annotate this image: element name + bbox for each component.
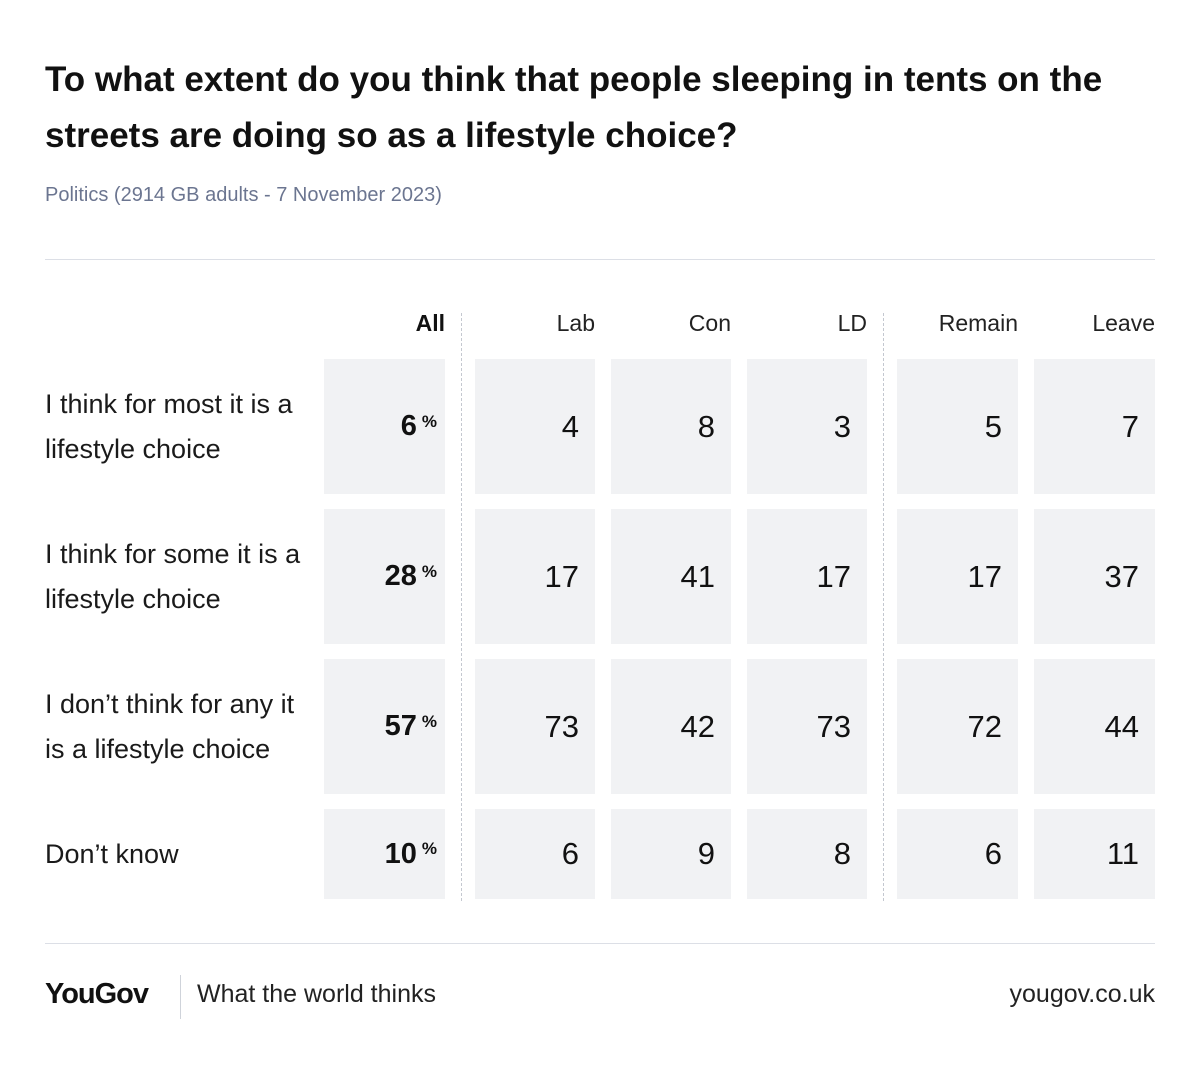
site-url: yougov.co.uk [1009,980,1155,1008]
table-cell-leave: 11 [1034,809,1155,899]
table-cell-all: 28% [324,509,445,644]
chart-title: To what extent do you think that people … [45,60,1103,155]
cell-value: 17 [967,558,1002,594]
column-header-remain: Remain [938,310,1018,336]
cell-value: 6 [984,836,1002,871]
row-label: I don’t think for any it is a lifestyle … [45,688,295,764]
cell-value: 8 [697,408,715,444]
table-cell-con: 41 [611,509,731,644]
cell-value: 6 [400,410,417,442]
cell-value: 57 [384,710,417,742]
table-cell-leave: 44 [1034,659,1155,794]
percent-sign: % [421,411,437,431]
table-cell-remain: 5 [897,359,1018,494]
tagline: What the world thinks [197,980,436,1008]
cell-value: 41 [680,558,715,594]
cell-value: 6 [561,836,579,871]
cell-value: 17 [544,558,579,594]
table-cell-ld: 17 [747,509,867,644]
table-cell-con: 9 [611,809,731,899]
table-cell-con: 8 [611,359,731,494]
table-cell-lab: 17 [475,509,595,644]
cell-value: 28 [384,560,417,592]
column-header-all: All [415,310,445,336]
percent-sign: % [421,839,437,858]
cell-value: 42 [680,708,715,744]
table-cell-leave: 37 [1034,509,1155,644]
table-cell-all: 10% [324,809,445,899]
percent-sign: % [421,561,437,581]
table-cell-ld: 73 [747,659,867,794]
cell-value: 73 [544,708,579,744]
cell-value: 10 [384,837,417,870]
footer-divider [45,943,1155,944]
table-cell-lab: 6 [475,809,595,899]
percent-sign: % [421,711,437,731]
logo-separator [180,975,181,1019]
table-cell-lab: 4 [475,359,595,494]
cell-value: 9 [697,836,715,871]
chart-subtitle: Politics (2914 GB adults - 7 November 20… [45,184,442,206]
column-header-con: Con [688,310,731,336]
table-cell-lab: 73 [475,659,595,794]
table-cell-all: 57% [324,659,445,794]
table-cell-con: 42 [611,659,731,794]
cell-value: 8 [833,836,851,871]
cell-value: 17 [816,558,851,594]
cell-value: 37 [1104,558,1139,594]
row-label: I think for most it is a lifestyle choic… [45,388,293,464]
column-separator [883,313,884,901]
header-divider [45,259,1155,260]
table-cell-remain: 6 [897,809,1018,899]
cell-value: 11 [1106,836,1139,871]
column-header-lab: Lab [556,310,595,336]
yougov-logo: YouGov [45,978,149,1010]
cell-value: 72 [967,708,1002,744]
cell-value: 3 [833,408,851,444]
column-separator [461,313,462,901]
table-cell-ld: 8 [747,809,867,899]
table-cell-ld: 3 [747,359,867,494]
table-cell-all: 6% [324,359,445,494]
row-label: Don’t know [45,838,179,869]
cell-value: 7 [1121,408,1139,444]
row-label: I think for some it is a lifestyle choic… [45,538,301,614]
cell-value: 5 [984,408,1002,444]
column-header-leave: Leave [1092,310,1155,336]
cell-value: 4 [561,408,579,444]
cell-value: 44 [1104,708,1139,744]
cell-value: 73 [816,708,851,744]
table-cell-remain: 72 [897,659,1018,794]
column-header-ld: LD [837,310,867,336]
table-cell-leave: 7 [1034,359,1155,494]
table-cell-remain: 17 [897,509,1018,644]
